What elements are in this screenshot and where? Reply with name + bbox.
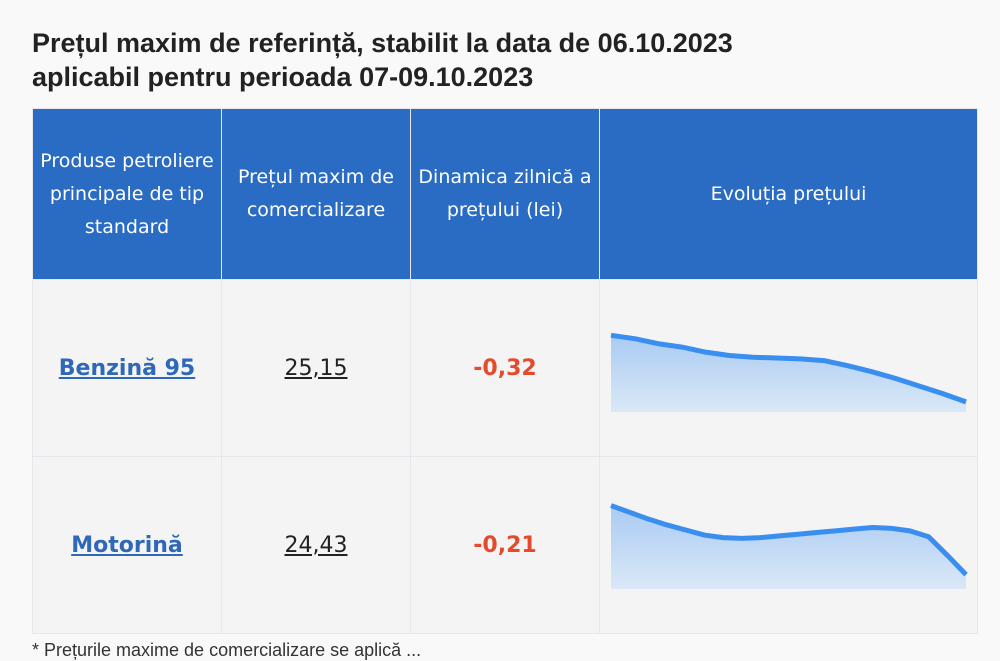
- header-products: Produse petroliere principale de tip sta…: [32, 108, 222, 280]
- header-price: Prețul maxim de comercializare: [221, 108, 411, 280]
- table-header: Produse petroliere principale de tip sta…: [32, 108, 978, 280]
- dynamic-value: -0,21: [473, 532, 537, 558]
- footnote: * Prețurile maxime de comercializare se …: [32, 640, 422, 660]
- sparkline-area: [611, 335, 966, 412]
- sparkline-area: [611, 505, 966, 589]
- dynamic-value: -0,32: [473, 355, 537, 381]
- price-value: 25,15: [284, 355, 348, 381]
- header-dynamic: Dinamica zilnică a prețului (lei): [410, 108, 600, 280]
- page-title: Prețul maxim de referință, stabilit la d…: [32, 28, 733, 92]
- sparkline-motorina: [610, 503, 968, 589]
- product-link[interactable]: Motorină: [71, 532, 183, 558]
- sparkline-line: [610, 332, 967, 405]
- price-table: Produse petroliere principale de tip sta…: [32, 108, 978, 634]
- table-row: Motorină 24,43 -0,21: [32, 456, 978, 634]
- table-row: Benzină 95 25,15 -0,32: [32, 279, 978, 457]
- header-evolution: Evoluția prețului: [599, 108, 978, 280]
- sparkline-line: [610, 503, 968, 577]
- price-value: 24,43: [284, 532, 348, 558]
- product-link[interactable]: Benzină 95: [58, 355, 196, 381]
- sparkline-benzina: [610, 332, 967, 412]
